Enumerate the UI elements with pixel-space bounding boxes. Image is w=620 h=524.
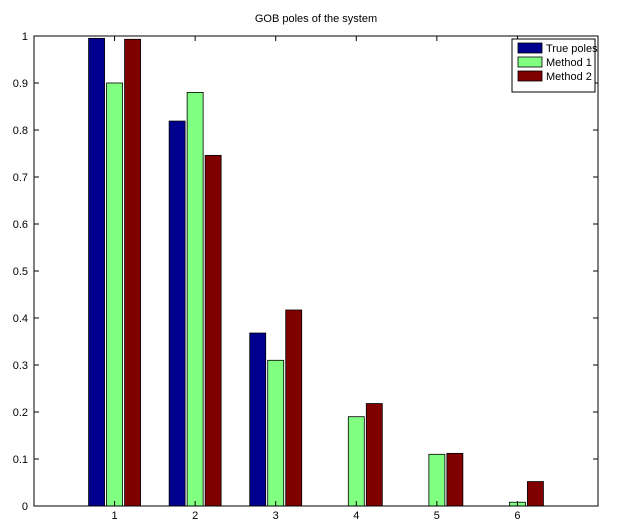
bar-true-poles-3 — [249, 332, 267, 507]
bar-method-2-4 — [365, 403, 383, 507]
y-tick-label: 0.4 — [13, 313, 28, 325]
bar-method-2-1 — [124, 38, 141, 507]
y-tick-label: 0.7 — [13, 172, 28, 184]
bar-method-1-2 — [186, 92, 204, 507]
bar-method-2-3 — [285, 309, 303, 507]
bar-method-1-3 — [267, 359, 285, 507]
x-tick-label: 2 — [192, 510, 198, 519]
y-tick-label: 0.3 — [13, 360, 28, 372]
bar-true-poles-1 — [88, 37, 105, 507]
legend-swatch-method-1 — [517, 56, 543, 68]
legend-swatch-true-poles — [517, 42, 543, 54]
bar-method-1-5 — [428, 453, 446, 507]
y-axis: 0 0.1 0.2 0.3 0.4 0.5 0.6 0.7 0.8 0.9 1 — [13, 31, 598, 513]
y-tick-label: 0.8 — [13, 125, 28, 137]
bar-true-poles-2 — [168, 120, 186, 507]
legend-label: True poles — [546, 43, 598, 55]
legend-label: Method 2 — [546, 71, 592, 83]
chart-title: GOB poles of the system — [255, 13, 377, 25]
x-tick-label: 1 — [112, 510, 118, 519]
bar-method-1-4 — [347, 416, 365, 507]
x-tick-label: 3 — [273, 510, 279, 519]
y-tick-label: 0.5 — [13, 266, 28, 278]
bar-method-2-6 — [527, 481, 544, 507]
legend-label: Method 1 — [546, 57, 592, 69]
bar-method-2-2 — [204, 154, 222, 507]
y-tick-label: 0.9 — [13, 78, 28, 90]
x-tick-label: 6 — [514, 510, 520, 519]
legend-swatch-method-2 — [517, 70, 543, 82]
bar-method-2-5 — [446, 452, 464, 507]
y-tick-label: 0.1 — [13, 454, 28, 466]
bars-layer — [88, 37, 544, 507]
x-axis: 1 2 3 4 5 6 — [112, 36, 520, 522]
bar-method-1-1 — [106, 82, 123, 507]
y-tick-label: 0 — [22, 501, 28, 513]
y-tick-label: 0.6 — [13, 219, 28, 231]
y-tick-label: 1 — [22, 31, 28, 43]
x-tick-label: 5 — [434, 510, 440, 519]
y-tick-label: 0.2 — [13, 407, 28, 419]
legend: True poles Method 1 Method 2 — [511, 38, 598, 93]
x-tick-label: 4 — [353, 510, 359, 519]
